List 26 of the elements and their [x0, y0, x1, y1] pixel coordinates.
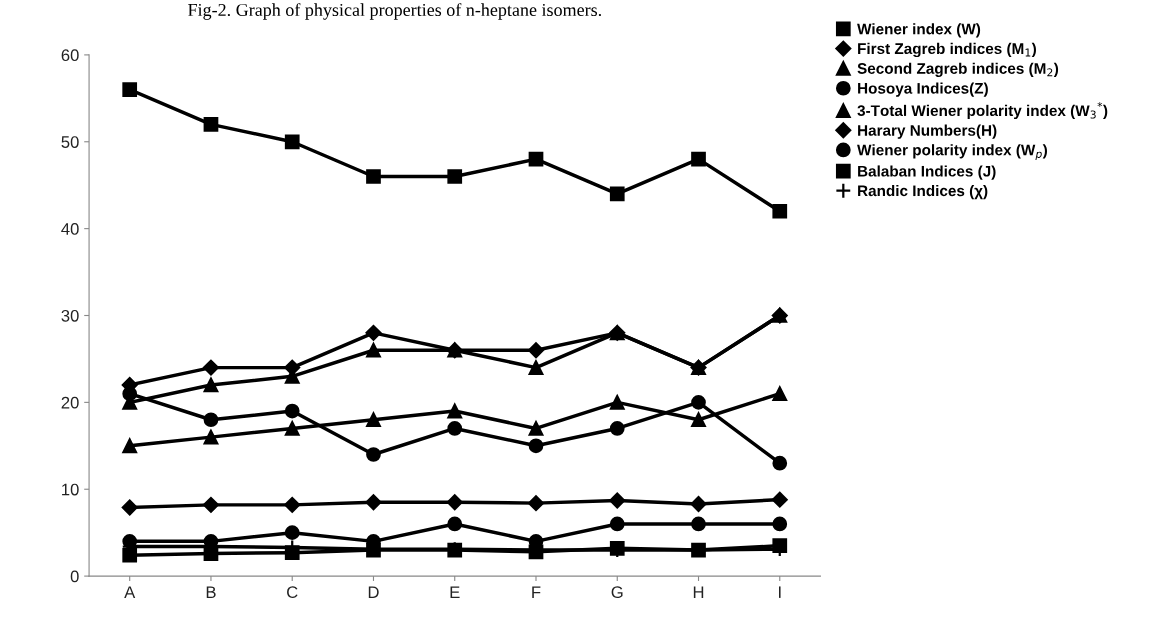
x-tick-label: D: [368, 586, 379, 598]
y-tick-label: 0: [70, 570, 79, 583]
legend-label: First Zagreb indices (M$_{1}$): [858, 42, 1036, 58]
legend-label: 3-Total Wiener polarity index (W$_{3}$$^{*}$): [857, 102, 1108, 120]
y-tick-label: 30: [61, 309, 79, 322]
y-tick-label: 60: [61, 49, 79, 62]
x-tick-label: A: [124, 586, 136, 598]
y-tick-label: 20: [61, 396, 79, 409]
x-tick-label: G: [611, 586, 623, 599]
legend-label: Balaban Indices (J): [858, 165, 996, 180]
x-tick-label: H: [693, 586, 704, 598]
x-tick-label: I: [778, 586, 781, 598]
x-tick-label: B: [206, 586, 216, 598]
y-tick-label: 50: [61, 136, 79, 148]
legend-label: Wiener polarity index (W$_{p}$): [857, 144, 1048, 160]
legend-label: Harary Numbers(H): [858, 124, 997, 139]
x-tick-label: E: [450, 586, 460, 598]
y-tick-label: 10: [62, 483, 79, 496]
x-tick-label: F: [532, 586, 541, 598]
legend-label: Wiener index (W): [857, 23, 981, 38]
chart-title: Fig-2. Graph of physical properties of n-heptane isomers.: [188, 3, 601, 20]
legend-label: Second Zagreb indices (M$_{2}$): [857, 62, 1059, 77]
legend-label: Randic Indices (χ): [858, 184, 988, 200]
x-tick-label: C: [287, 586, 298, 599]
y-tick-label: 40: [61, 223, 79, 235]
legend-label: Hosoya Indices(Z): [858, 82, 988, 97]
